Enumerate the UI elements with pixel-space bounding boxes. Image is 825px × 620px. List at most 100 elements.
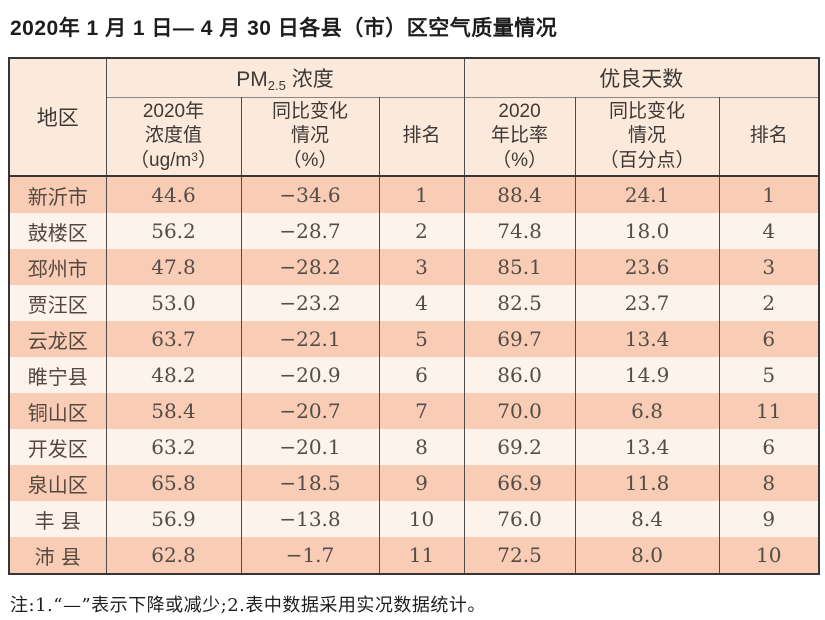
- pm-value-cell: 62.8: [105, 537, 242, 574]
- good-rank-cell: 9: [718, 501, 820, 537]
- good-change-cell: 8.4: [574, 501, 720, 537]
- pm-rank-cell: 8: [378, 429, 465, 465]
- table-row: 邳州市 47.8 −28.2 3 85.1 23.6 3: [8, 249, 820, 285]
- table-row: 铜山区 58.4 −20.7 7 70.0 6.8 11: [8, 393, 820, 429]
- page-title: 2020年 1 月 1 日— 4 月 30 日各县（市）区空气质量情况: [10, 17, 558, 40]
- table-row: 泉山区 65.8 −18.5 9 66.9 11.8 8: [8, 465, 820, 501]
- pm-value-cell: 63.7: [105, 321, 242, 357]
- pm-change-cell: −28.7: [240, 213, 380, 249]
- good-rate-cell: 85.1: [463, 249, 576, 285]
- table-row: 睢宁县 48.2 −20.9 6 86.0 14.9 5: [8, 357, 820, 393]
- table-header: 地区 PM2.5 浓度 优良天数 2020年 浓度值 （ug/m3） 同比变化 …: [8, 58, 820, 176]
- table-row: 新沂市 44.6 −34.6 1 88.4 24.1 1: [8, 176, 820, 213]
- good-rank-cell: 8: [718, 465, 820, 501]
- good-rank-cell: 6: [718, 321, 820, 357]
- good-rank-cell: 11: [718, 393, 820, 429]
- table-body: 新沂市 44.6 −34.6 1 88.4 24.1 1 鼓楼区 56.2 −28.7 2 74.8 1…: [8, 176, 820, 574]
- table-row: 开发区 63.2 −20.1 8 69.2 13.4 6: [8, 429, 820, 465]
- good-change-cell: 13.4: [574, 321, 720, 357]
- good-rate-cell: 69.2: [463, 429, 576, 465]
- good-change-cell: 13.4: [574, 429, 720, 465]
- pm-change-cell: −18.5: [240, 465, 380, 501]
- pm-change-cell: −28.2: [240, 249, 380, 285]
- good-rate-cell: 72.5: [463, 537, 576, 574]
- good-rank-cell: 3: [718, 249, 820, 285]
- region-cell: 铜山区: [8, 393, 107, 429]
- pm-value-cell: 56.9: [105, 501, 242, 537]
- pm25-label: PM2.5 浓度: [236, 68, 334, 93]
- good-rate-cell: 70.0: [463, 393, 576, 429]
- good-rate-cell: 74.8: [463, 213, 576, 249]
- pm-value-cell: 47.8: [105, 249, 242, 285]
- good-rank-cell: 5: [718, 357, 820, 393]
- good-rate-cell: 69.7: [463, 321, 576, 357]
- good-rank-cell: 10: [718, 537, 820, 574]
- pm-value-cell: 65.8: [105, 465, 242, 501]
- table-row: 丰 县 56.9 −13.8 10 76.0 8.4 9: [8, 501, 820, 537]
- region-cell: 丰 县: [8, 501, 107, 537]
- col-header-good-rate: 2020 年比率 （%）: [463, 97, 576, 176]
- good-rate-cell: 76.0: [463, 501, 576, 537]
- pm-change-cell: −1.7: [240, 537, 380, 574]
- pm-value-cell: 63.2: [105, 429, 242, 465]
- table-row: 贾汪区 53.0 −23.2 4 82.5 23.7 2: [8, 285, 820, 321]
- good-rank-cell: 4: [718, 213, 820, 249]
- good-change-cell: 24.1: [574, 176, 720, 213]
- pm-rank-cell: 7: [378, 393, 465, 429]
- good-change-cell: 11.8: [574, 465, 720, 501]
- pm-value-cell: 53.0: [105, 285, 242, 321]
- col-header-good-change: 同比变化 情况 （百分点）: [574, 97, 720, 176]
- pm-rank-cell: 6: [378, 357, 465, 393]
- pm-change-cell: −34.6: [240, 176, 380, 213]
- good-rank-cell: 1: [718, 176, 820, 213]
- col-header-good-rank: 排名: [718, 97, 820, 176]
- col-header-pm-value: 2020年 浓度值 （ug/m3）: [105, 97, 242, 176]
- good-rank-cell: 2: [718, 285, 820, 321]
- region-cell: 贾汪区: [8, 285, 107, 321]
- pm-rank-cell: 10: [378, 501, 465, 537]
- pm-rank-cell: 5: [378, 321, 465, 357]
- good-change-cell: 23.6: [574, 249, 720, 285]
- group-header-pm25: PM2.5 浓度: [105, 58, 465, 98]
- region-cell: 睢宁县: [8, 357, 107, 393]
- good-change-cell: 14.9: [574, 357, 720, 393]
- pm-rank-cell: 3: [378, 249, 465, 285]
- pm-change-cell: −13.8: [240, 501, 380, 537]
- pm-change-cell: −20.7: [240, 393, 380, 429]
- air-quality-table: 地区 PM2.5 浓度 优良天数 2020年 浓度值 （ug/m3） 同比变化 …: [8, 57, 821, 575]
- region-cell: 泉山区: [8, 465, 107, 501]
- group-header-row: 地区 PM2.5 浓度 优良天数: [8, 58, 820, 176]
- table-row: 鼓楼区 56.2 −28.7 2 74.8 18.0 4: [8, 213, 820, 249]
- region-cell: 云龙区: [8, 321, 107, 357]
- pm-change-cell: −20.1: [240, 429, 380, 465]
- good-change-cell: 6.8: [574, 393, 720, 429]
- footnote: 注:1.“—”表示下降或减少;2.表中数据采用实况数据统计。: [10, 595, 486, 616]
- region-cell: 开发区: [8, 429, 107, 465]
- pm-value-cell: 48.2: [105, 357, 242, 393]
- good-rate-cell: 66.9: [463, 465, 576, 501]
- table-row: 云龙区 63.7 −22.1 5 69.7 13.4 6: [8, 321, 820, 357]
- col-header-pm-change: 同比变化 情况 （%）: [240, 97, 380, 176]
- good-change-cell: 8.0: [574, 537, 720, 574]
- pm-rank-cell: 11: [378, 537, 465, 574]
- good-change-cell: 18.0: [574, 213, 720, 249]
- good-rate-cell: 88.4: [463, 176, 576, 213]
- pm-rank-cell: 1: [378, 176, 465, 213]
- region-cell: 新沂市: [8, 176, 107, 213]
- group-header-good-days: 优良天数: [463, 58, 820, 98]
- region-cell: 沛 县: [8, 537, 107, 574]
- region-cell: 邳州市: [8, 249, 107, 285]
- pm-value-cell: 58.4: [105, 393, 242, 429]
- pm-value-cell: 56.2: [105, 213, 242, 249]
- col-header-region: 地区: [8, 58, 107, 176]
- good-change-cell: 23.7: [574, 285, 720, 321]
- pm-rank-cell: 2: [378, 213, 465, 249]
- region-cell: 鼓楼区: [8, 213, 107, 249]
- col-header-pm-rank: 排名: [378, 97, 465, 176]
- good-rank-cell: 6: [718, 429, 820, 465]
- pm-change-cell: −22.1: [240, 321, 380, 357]
- table-row: 沛 县 62.8 −1.7 11 72.5 8.0 10: [8, 537, 820, 574]
- pm-rank-cell: 9: [378, 465, 465, 501]
- pm-rank-cell: 4: [378, 285, 465, 321]
